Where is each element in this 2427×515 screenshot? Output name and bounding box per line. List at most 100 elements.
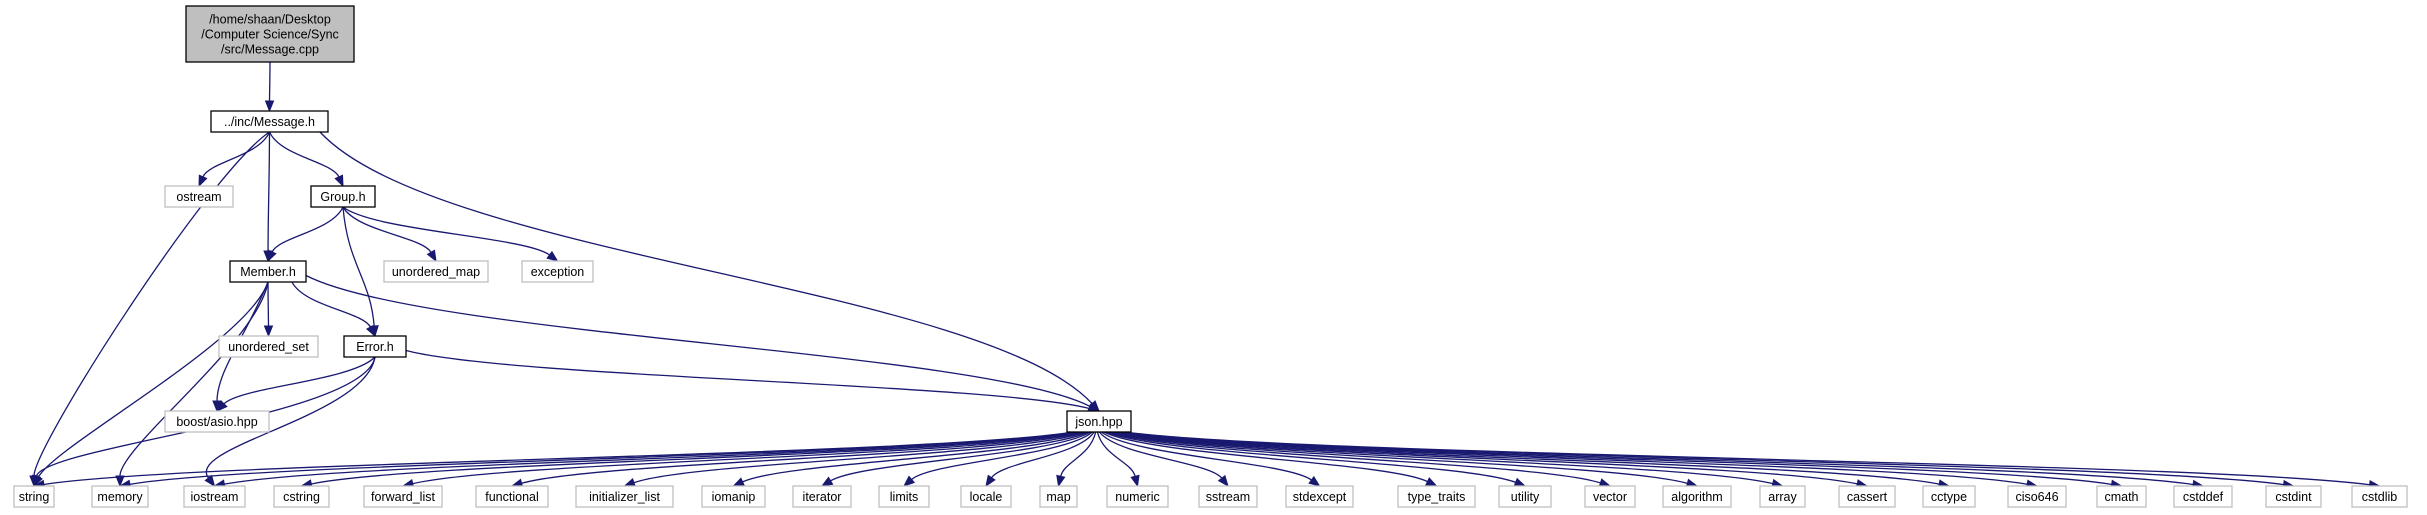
node-forward-list: forward_list [363,485,443,508]
edge-line [1109,431,1688,484]
node-label: limits [890,490,918,504]
node-unordered-set: unordered_set [218,335,319,358]
arrowhead [546,250,559,262]
node-array: array [1759,485,1806,508]
node-box [164,185,234,208]
node-label: /src/Message.cpp [221,43,319,57]
node-label: cstdint [2275,490,2312,504]
edge-error_h-to-iostream [204,356,376,488]
node-box [792,485,852,508]
edge-line [1107,431,1601,484]
node-label: cstdlib [2362,490,2397,504]
arrowhead [426,249,437,263]
node-box [521,260,594,283]
node-label: numeric [1115,490,1159,504]
edge-line [1098,431,1223,479]
node-box [1198,485,1258,508]
edge-member_h-to-unordered_set [263,281,274,338]
edge-member_h-to-memory [115,281,269,488]
node-label: type_traits [1408,490,1466,504]
node-label: cstddef [2183,490,2224,504]
edge-line [1103,431,1428,483]
node-box [475,485,549,508]
node-box [2007,485,2067,508]
edge-json_hpp-to-cctype [1114,431,1951,489]
node-root[interactable]: /home/shaan/Desktop/Computer Science/Syn… [185,5,355,63]
edge-line [1124,431,2370,486]
node-box [229,260,307,283]
edge-json_hpp-to-numeric [1096,431,1140,488]
node-json-hpp[interactable]: json.hpp [1066,410,1132,433]
node-box [91,485,149,508]
edge-line [268,131,340,178]
node-label: unordered_set [228,340,309,354]
node-exception: exception [521,260,594,283]
edge-member_h-to-json_hpp [305,274,1101,412]
arrowhead [1056,474,1066,488]
node-initializer-list: initializer_list [575,485,674,508]
edge-line [1060,431,1097,477]
edge-line [1111,431,1773,485]
node-message-h[interactable]: ../inc/Message.h [210,110,329,133]
node-label: string [19,490,50,504]
node-label: ../inc/Message.h [224,115,315,129]
arrowhead [31,474,42,488]
node-unordered-map: unordered_map [383,260,489,283]
arrowhead [267,249,277,263]
node-box [1285,485,1354,508]
node-box [1584,485,1636,508]
node-label: /home/shaan/Desktop [209,13,331,27]
node-box [575,485,674,508]
node-label: cassert [1847,490,1888,504]
node-label: boost/asio.hpp [176,415,257,429]
node-box [2351,485,2408,508]
node-label: Group.h [320,190,365,204]
edge-line [405,349,1090,410]
node-box [13,485,55,508]
node-box [183,485,246,508]
edge-line [1116,431,2028,485]
edge-line [291,281,372,328]
node-string: string [13,485,55,508]
node-type-traits: type_traits [1397,485,1476,508]
edge-json_hpp-to-utility [1105,431,1527,487]
node-label: ciso646 [2015,490,2058,504]
node-error-h[interactable]: Error.h [343,335,407,358]
node-cmath: cmath [2096,485,2147,508]
node-group-h[interactable]: Group.h [310,185,376,208]
edge-root-to-message_h [264,61,275,113]
edge-line [33,131,270,477]
node-member-h[interactable]: Member.h [229,260,307,283]
node-cstdint: cstdint [2265,485,2322,508]
node-label: algorithm [1671,490,1722,504]
node-label: unordered_map [392,265,480,279]
node-box [1066,410,1132,433]
edge-group_h-to-exception [342,206,559,262]
node-label: initializer_list [589,490,660,504]
arrowhead [216,400,228,412]
node-box [218,335,319,358]
edge-layer [29,61,2381,490]
arrowhead [1424,477,1438,487]
arrowhead [732,477,746,487]
arrowhead [198,174,208,188]
edge-line [319,131,1093,405]
node-box [2096,485,2147,508]
edge-line [991,431,1095,479]
node-ciso646: ciso646 [2007,485,2067,508]
edge-json_hpp-to-sstream [1098,431,1229,488]
edge-json_hpp-to-iterator [820,431,1091,487]
edge-line [305,274,1091,408]
node-box [1662,485,1732,508]
node-iostream: iostream [183,485,246,508]
node-box [363,485,443,508]
node-label: json.hpp [1074,415,1122,429]
node-vector: vector [1584,485,1636,508]
node-label: Member.h [240,265,296,279]
edge-line [119,281,269,477]
node-box [2173,485,2233,508]
node-label: cmath [2104,490,2138,504]
node-box [1759,485,1806,508]
edge-line [342,206,550,256]
